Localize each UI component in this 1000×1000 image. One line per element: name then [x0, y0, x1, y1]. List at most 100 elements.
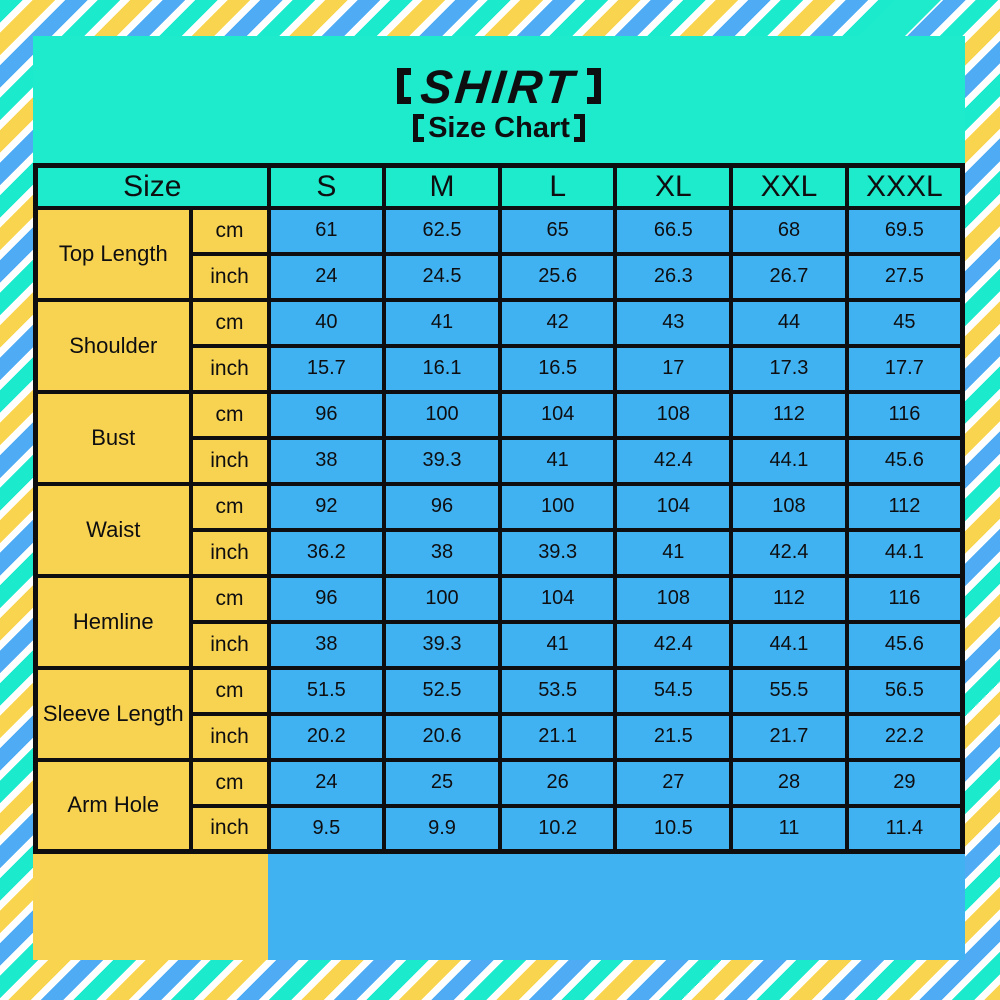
value-cell: 96: [382, 481, 502, 532]
value-cell: 27.5: [844, 251, 965, 302]
unit-cell-cm: cm: [188, 205, 271, 256]
page-subtitle: Size Chart: [413, 113, 585, 143]
left-bracket-icon: [397, 68, 412, 104]
size-header-m: M: [382, 163, 502, 210]
table-row: Sleeve Length cm 51.5 52.5 53.5 54.5 55.5 56.5: [33, 665, 965, 762]
table-row: inch 24 24.5 25.6 26.3 26.7 27.5: [36, 251, 965, 302]
size-header-xxxl: XXXL: [844, 163, 965, 210]
header-row: Size S M L XL XXL XXXL: [33, 163, 965, 210]
row-label: Waist: [33, 481, 193, 578]
left-bracket-icon: [413, 114, 425, 142]
blue-extension-block: [268, 854, 965, 960]
value-cell: 55.5: [729, 665, 849, 716]
table-row: Hemline cm 96 100 104 108 112 116: [33, 573, 965, 670]
value-cell: 112: [729, 389, 849, 440]
value-cell: 17.3: [729, 343, 849, 394]
value-cell: 51.5: [266, 665, 387, 716]
value-cell: 41: [613, 527, 734, 578]
value-cell: 39.3: [382, 435, 502, 486]
size-chart-panel: SHIRT Size Chart Size S M L XL XXL XXXL Top Le…: [33, 36, 965, 960]
value-cell: 42.4: [613, 619, 734, 670]
table-row: inch 20.2 20.6 21.1 21.5 21.7 22.2: [36, 711, 965, 762]
value-cell: 42: [497, 297, 618, 348]
value-cell: 100: [382, 389, 502, 440]
value-cell: 21.5: [613, 711, 734, 762]
size-header-l: L: [497, 163, 618, 210]
value-cell: 41: [497, 619, 618, 670]
size-header-xl: XL: [613, 163, 734, 210]
value-cell: 24: [266, 757, 387, 808]
row-label: Arm Hole: [33, 757, 193, 854]
value-cell: 36.2: [266, 527, 387, 578]
value-cell: 112: [729, 573, 849, 624]
value-cell: 10.2: [497, 803, 618, 854]
value-cell: 104: [613, 481, 734, 532]
value-cell: 54.5: [613, 665, 734, 716]
value-cell: 17.7: [844, 343, 965, 394]
value-cell: 56.5: [844, 665, 965, 716]
table-row: inch 9.5 9.9 10.2 10.5 11 11.4: [36, 803, 965, 854]
value-cell: 25: [382, 757, 502, 808]
value-cell: 104: [497, 573, 618, 624]
value-cell: 38: [382, 527, 502, 578]
size-table-header: Size S M L XL XXL XXXL: [33, 163, 965, 210]
value-cell: 26: [497, 757, 618, 808]
value-cell: 112: [844, 481, 965, 532]
yellow-extension-block: [33, 854, 268, 960]
value-cell: 41: [497, 435, 618, 486]
value-cell: 66.5: [613, 205, 734, 256]
page-title: SHIRT: [397, 60, 601, 113]
value-cell: 16.5: [497, 343, 618, 394]
unit-cell-inch: inch: [188, 343, 271, 394]
value-cell: 108: [613, 389, 734, 440]
value-cell: 45: [844, 297, 965, 348]
title-area: SHIRT Size Chart: [33, 36, 965, 163]
size-header-xxl: XXL: [729, 163, 849, 210]
value-cell: 44.1: [729, 619, 849, 670]
value-cell: 39.3: [382, 619, 502, 670]
unit-cell-cm: cm: [188, 297, 271, 348]
value-cell: 9.5: [266, 803, 387, 854]
value-cell: 42.4: [729, 527, 849, 578]
value-cell: 28: [729, 757, 849, 808]
value-cell: 26.7: [729, 251, 849, 302]
unit-cell-cm: cm: [188, 573, 271, 624]
value-cell: 116: [844, 573, 965, 624]
table-footer-extension: [33, 854, 965, 960]
unit-cell-inch: inch: [188, 251, 271, 302]
value-cell: 45.6: [844, 435, 965, 486]
value-cell: 92: [266, 481, 387, 532]
value-cell: 61: [266, 205, 387, 256]
row-label: Sleeve Length: [33, 665, 193, 762]
value-cell: 22.2: [844, 711, 965, 762]
value-cell: 42.4: [613, 435, 734, 486]
value-cell: 45.6: [844, 619, 965, 670]
table-row: Shoulder cm 40 41 42 43 44 45: [33, 297, 965, 394]
value-cell: 41: [382, 297, 502, 348]
value-cell: 43: [613, 297, 734, 348]
unit-cell-cm: cm: [188, 389, 271, 440]
unit-cell-inch: inch: [188, 435, 271, 486]
unit-cell-inch: inch: [188, 619, 271, 670]
value-cell: 38: [266, 435, 387, 486]
value-cell: 65: [497, 205, 618, 256]
right-bracket-icon: [586, 68, 601, 104]
row-label: Shoulder: [33, 297, 193, 394]
row-label: Top Length: [33, 205, 193, 302]
table-row: inch 36.2 38 39.3 41 42.4 44.1: [36, 527, 965, 578]
size-chart-table: Size S M L XL XXL XXXL Top Length cm 61 62.5 65 66.…: [33, 163, 965, 854]
unit-cell-inch: inch: [188, 527, 271, 578]
value-cell: 20.2: [266, 711, 387, 762]
value-cell: 39.3: [497, 527, 618, 578]
table-row: inch 38 39.3 41 42.4 44.1 45.6: [36, 435, 965, 486]
value-cell: 44.1: [844, 527, 965, 578]
table-row: Top Length cm 61 62.5 65 66.5 68 69.5: [33, 205, 965, 302]
value-cell: 96: [266, 389, 387, 440]
value-cell: 44.1: [729, 435, 849, 486]
value-cell: 16.1: [382, 343, 502, 394]
value-cell: 26.3: [613, 251, 734, 302]
unit-cell-cm: cm: [188, 665, 271, 716]
value-cell: 21.7: [729, 711, 849, 762]
value-cell: 21.1: [497, 711, 618, 762]
table-row: inch 38 39.3 41 42.4 44.1 45.6: [36, 619, 965, 670]
